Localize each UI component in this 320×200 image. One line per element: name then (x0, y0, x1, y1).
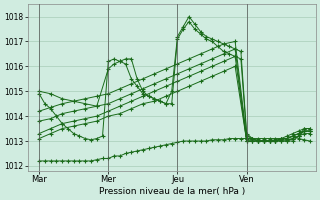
X-axis label: Pression niveau de la mer( hPa ): Pression niveau de la mer( hPa ) (99, 187, 245, 196)
